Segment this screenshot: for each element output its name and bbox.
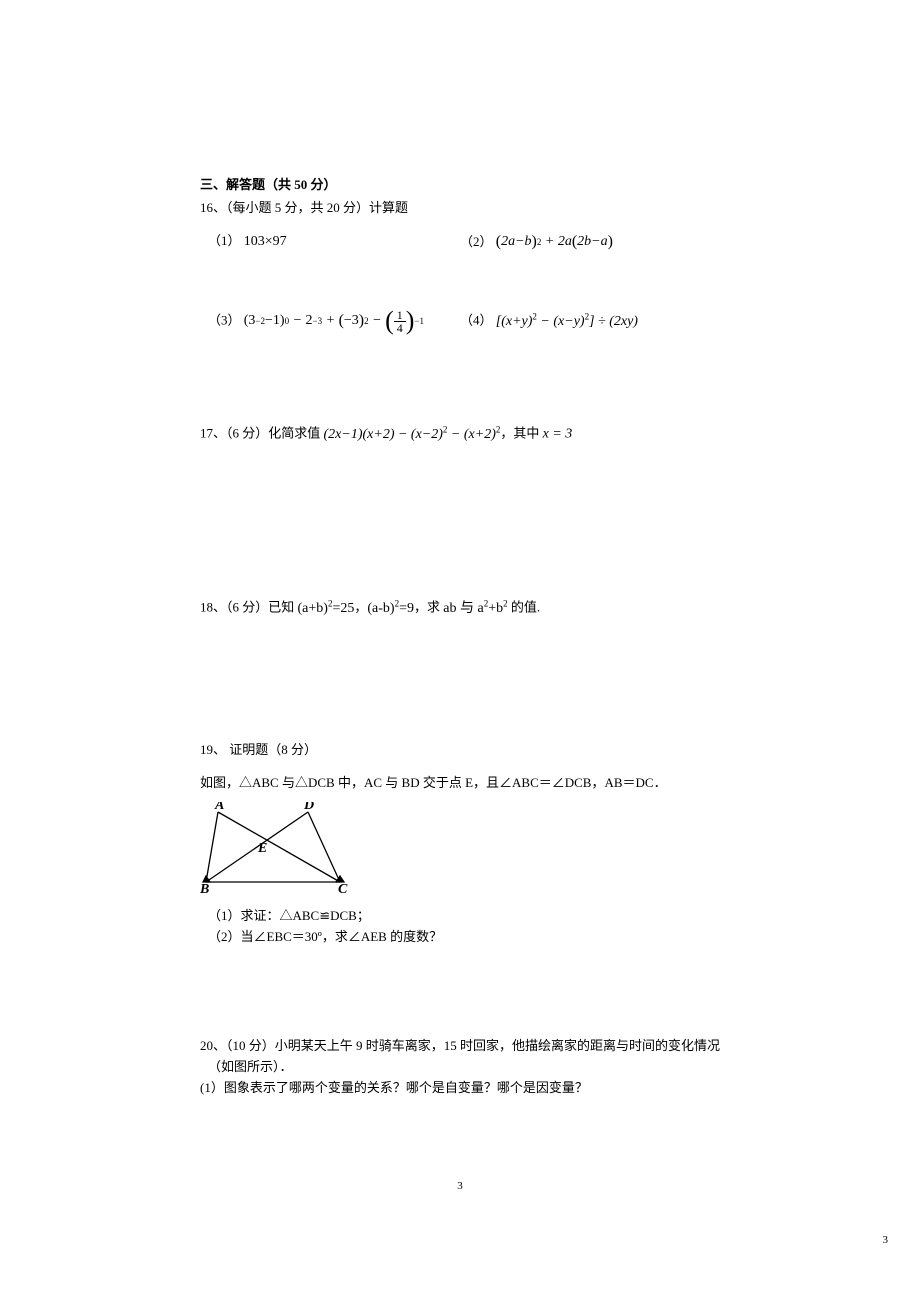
q16-p2-label: （2） (460, 234, 493, 249)
q19-part1: （1）求证：△ABC≌DCB； (200, 906, 720, 927)
q17-suffix: ，其中 (500, 426, 542, 441)
q19-given: 如图，△ABC 与△DCB 中，AC 与 BD 交于点 E，且∠ABC＝∠DCB… (200, 773, 720, 794)
svg-text:E: E (257, 841, 267, 856)
q18: 18、（6 分）已知 (a+b)2=25，(a-b)2=9，求 ab 与 a2+… (200, 596, 720, 620)
q17: 17、（6 分）化简求值 (2x−1)(x+2) − (x−2)2 − (x+2… (200, 422, 720, 446)
q20-line2: （如图所示）． (200, 1057, 720, 1078)
q16-p2-math: (2a−b)2 + 2a(2b−a) (496, 231, 613, 253)
q18-prefix: 18、（6 分）已知 (200, 600, 298, 615)
svg-text:A: A (214, 802, 224, 813)
q16-part4: （4） [(x+y)2 − (x−y)2] ÷ (2xy) (460, 309, 720, 334)
q16-p3-label: （3） (208, 312, 241, 327)
q18-sep1: ， (354, 600, 367, 615)
q17-where: x = 3 (543, 427, 573, 442)
q19-part2: （2）当∠EBC＝30º，求∠AEB 的度数？ (200, 927, 720, 948)
q16-p3-math: (3−2−1)0 − 2−3 + (−3)2 − (14)−1 (244, 309, 424, 334)
q16-p4-math: [(x+y)2 − (x−y)2] ÷ (2xy) (496, 314, 638, 329)
q18-cond2: (a-b)2=9 (367, 601, 414, 616)
q16-part1: （1） 103×97 (200, 231, 460, 253)
q19-figure: A D B C E (200, 802, 720, 901)
q16-p4-label: （4） (460, 313, 493, 328)
q18-cond1: (a+b)2=25 (298, 601, 355, 616)
q16-p1-math: 103×97 (244, 234, 287, 249)
q20-part1: (1）图象表示了哪两个变量的关系？哪个是自变量？哪个是因变量？ (200, 1078, 720, 1099)
q16-p1-label: （1） (208, 233, 241, 248)
q18-sep2: ，求 (414, 600, 443, 615)
section-title: 三、解答题（共 50 分） (200, 175, 720, 196)
q16-intro: 16、（每小题 5 分，共 20 分）计算题 (200, 198, 720, 219)
q18-suffix: 的值. (508, 600, 541, 615)
q19-heading: 19、 证明题（8 分） (200, 740, 720, 761)
svg-text:D: D (303, 802, 314, 813)
svg-text:B: B (200, 882, 209, 894)
q16-part2: （2） (2a−b)2 + 2a(2b−a) (460, 231, 720, 253)
q16-part3: （3） (3−2−1)0 − 2−3 + (−3)2 − (14)−1 (200, 309, 460, 334)
page-number: 3 (0, 1180, 920, 1192)
q20-line1: 20、（10 分）小明某天上午 9 时骑车离家，15 时回家，他描绘离家的距离与… (200, 1036, 720, 1057)
svg-text:C: C (338, 882, 348, 894)
q17-math: (2x−1)(x+2) − (x−2)2 − (x+2)2 (324, 427, 501, 442)
geometry-diagram: A D B C E (200, 802, 350, 894)
side-page-number: 3 (883, 1234, 889, 1246)
q17-prefix: 17、（6 分）化简求值 (200, 426, 324, 441)
q18-target: ab 与 a2+b2 (443, 601, 507, 616)
